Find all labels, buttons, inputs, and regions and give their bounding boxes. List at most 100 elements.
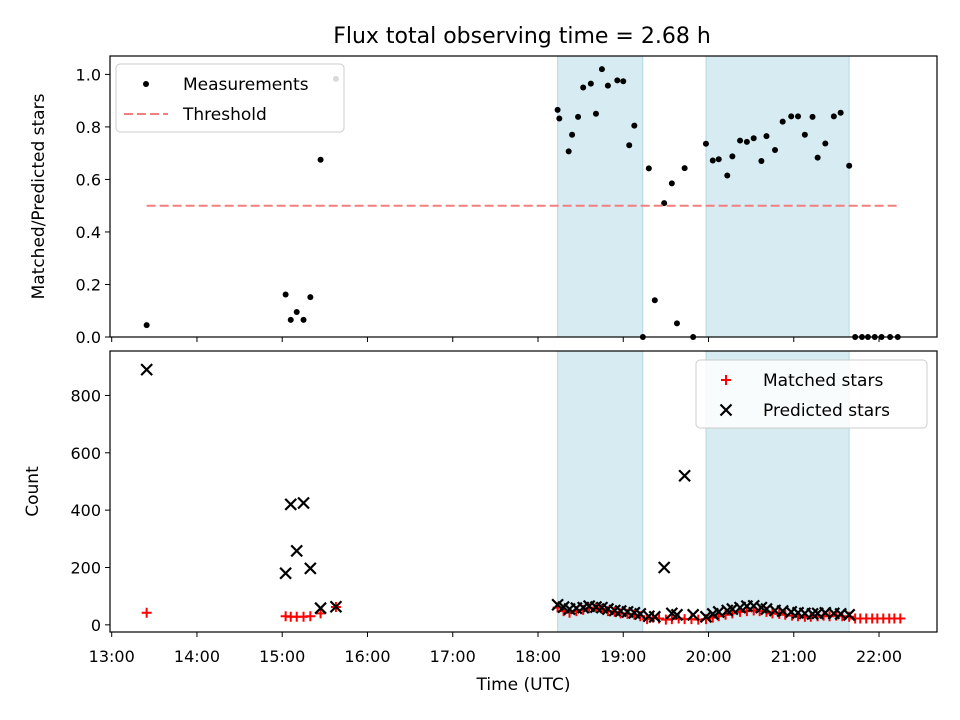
predicted-stars-point — [678, 469, 691, 483]
measurements-point — [620, 78, 627, 85]
measurements-point — [830, 113, 837, 120]
measurements-point — [750, 135, 757, 142]
measurements-point — [287, 316, 294, 323]
y-axis-label: Matched/Predicted stars — [29, 93, 49, 299]
y-axis-label: Count — [23, 466, 43, 517]
measurements-point — [772, 147, 779, 154]
predicted-stars-point — [284, 498, 298, 511]
measurements-point — [729, 153, 736, 160]
measurements-point — [645, 165, 652, 172]
predicted-stars-point — [657, 561, 671, 574]
x-tick-label: 13:00 — [89, 647, 135, 666]
measurements-point — [317, 156, 324, 163]
y-tick-label: 0.4 — [76, 223, 101, 242]
measurements-point — [788, 113, 795, 120]
measurements-point — [801, 131, 808, 138]
measurements-point — [743, 138, 750, 145]
y-tick-label: 0.0 — [76, 328, 101, 347]
y-tick-label: 600 — [70, 444, 101, 463]
legend-marker — [721, 375, 731, 385]
measurements-point — [758, 158, 765, 165]
matched-stars-point — [141, 607, 152, 618]
measurements-point — [668, 180, 675, 187]
x-tick-label: 22:00 — [856, 647, 902, 666]
measurements-point — [763, 133, 770, 140]
legend: Measurements Threshold — [115, 63, 345, 133]
measurements-point — [592, 110, 599, 117]
measurements-point — [709, 157, 716, 164]
y-tick-label: 0.8 — [76, 118, 101, 137]
measurements-point — [661, 200, 668, 207]
measurements-point — [651, 297, 658, 304]
legend-label: Threshold — [182, 105, 267, 125]
measurements-point — [598, 66, 605, 73]
predicted-stars-point — [279, 566, 292, 580]
measurements-point — [809, 113, 816, 120]
plot-area — [140, 363, 906, 625]
predicted-stars-point — [842, 608, 856, 622]
measurements-point — [587, 80, 594, 87]
measurements-point — [631, 122, 638, 129]
measurements-point — [779, 118, 786, 125]
matched-stars-point — [895, 613, 906, 624]
matched-stars-point — [305, 611, 316, 622]
predicted-stars-point — [314, 601, 327, 615]
measurements-point — [846, 162, 853, 169]
measurements-point — [681, 165, 688, 172]
shaded-interval-1 — [557, 55, 644, 338]
x-tick-label: 19:00 — [600, 647, 646, 666]
measurements-point — [715, 156, 722, 163]
panel-top: 0.0 0.2 0.4 0.6 0.8 1.0 Matched/Predicted star… — [29, 55, 938, 347]
predicted-stars-point — [699, 610, 713, 624]
predicted-stars-point — [686, 608, 700, 622]
legend-label: Measurements — [183, 75, 309, 95]
y-tick-label: 200 — [70, 558, 101, 577]
predicted-stars-point — [329, 600, 343, 614]
measurements-point — [565, 148, 572, 155]
shaded-interval-1 — [557, 350, 644, 633]
measurements-point — [822, 140, 829, 147]
predicted-stars-point — [806, 607, 819, 621]
x-tick-label: 21:00 — [771, 647, 817, 666]
y-tick-label: 1.0 — [76, 65, 101, 84]
measurements-point — [143, 322, 150, 329]
chart-title: Flux total observing time = 2.68 h — [333, 24, 711, 49]
panel-bottom: 0 200 400 600 800 13:00 14:00 15:00 16:00 17:00 18… — [23, 350, 938, 695]
measurements-point — [575, 113, 582, 120]
y-tick-label: 800 — [70, 386, 101, 405]
measurements-point — [814, 154, 821, 161]
measurements-point — [614, 77, 621, 84]
x-tick-label: 20:00 — [685, 647, 731, 666]
x-axis-label: Time (UTC) — [476, 675, 571, 695]
measurements-point — [737, 137, 744, 144]
measurements-point — [282, 291, 289, 298]
predicted-stars-point — [140, 363, 153, 376]
x-tick-label: 17:00 — [430, 647, 476, 666]
measurements-point — [724, 172, 731, 179]
legend-frame — [115, 63, 345, 133]
x-tick-label: 14:00 — [174, 647, 220, 666]
y-tick-label: 0.6 — [76, 170, 101, 189]
measurements-point — [702, 140, 709, 147]
axes-frame — [109, 55, 938, 338]
measurements-point — [554, 106, 561, 113]
y-tick-label: 400 — [70, 501, 101, 520]
measurements-point — [604, 82, 611, 89]
measurements-point — [626, 142, 633, 149]
legend-label: Predicted stars — [763, 401, 890, 421]
predicted-stars-point — [670, 608, 684, 622]
measurements-point — [293, 309, 300, 316]
measurements-point — [569, 131, 576, 138]
measurements-point — [795, 113, 802, 120]
legend-frame — [695, 359, 928, 429]
y-tick-label: 0 — [91, 616, 101, 635]
x-tick-label: 18:00 — [515, 647, 561, 666]
y-tick-label: 0.2 — [76, 275, 101, 294]
legend: Matched stars Predicted stars — [695, 359, 928, 429]
predicted-stars-point — [297, 496, 310, 510]
axes-frame — [109, 350, 938, 633]
legend-marker — [719, 403, 733, 417]
measurements-point — [837, 109, 844, 116]
predicted-stars-point — [304, 562, 317, 575]
